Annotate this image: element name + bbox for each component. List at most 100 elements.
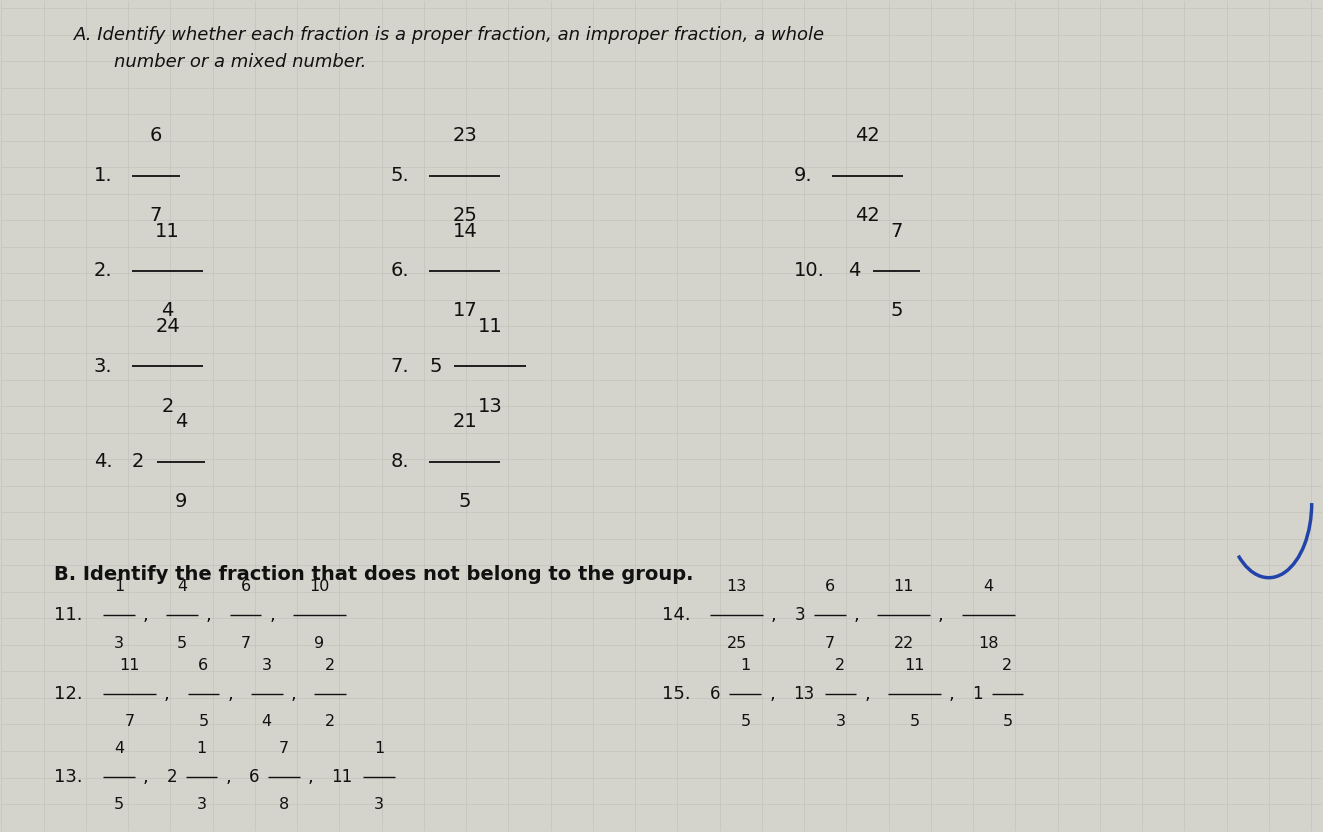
Text: 10: 10 [310, 579, 329, 594]
Text: ,: , [291, 685, 296, 703]
Text: number or a mixed number.: number or a mixed number. [114, 52, 366, 71]
Text: 2: 2 [167, 768, 177, 785]
Text: 6.: 6. [390, 261, 410, 280]
Text: 6: 6 [198, 658, 209, 673]
Text: 3: 3 [374, 797, 384, 812]
Text: 4: 4 [161, 301, 173, 320]
Text: 3: 3 [262, 658, 271, 673]
Text: 21: 21 [452, 413, 478, 431]
Text: ,: , [949, 685, 954, 703]
Text: 17: 17 [452, 301, 478, 320]
Text: ,: , [225, 768, 232, 785]
Text: 5: 5 [890, 301, 902, 320]
Text: 15.: 15. [662, 685, 691, 703]
Text: ,: , [228, 685, 233, 703]
Text: ,: , [771, 606, 777, 624]
Text: 7: 7 [241, 636, 250, 651]
Text: 9.: 9. [794, 166, 812, 185]
Text: 5: 5 [177, 636, 188, 651]
Text: 11: 11 [904, 658, 925, 673]
Text: 42: 42 [855, 126, 880, 146]
Text: 4.: 4. [94, 452, 112, 471]
Text: 5: 5 [429, 357, 442, 376]
Text: 7: 7 [149, 206, 161, 225]
Text: 11: 11 [155, 221, 180, 240]
Text: 11: 11 [478, 317, 503, 336]
Text: 7: 7 [890, 221, 902, 240]
Text: 11: 11 [332, 768, 353, 785]
Text: 13: 13 [726, 579, 747, 594]
Text: 7.: 7. [390, 357, 410, 376]
Text: 1: 1 [374, 741, 384, 756]
Text: 6: 6 [241, 579, 250, 594]
Text: ,: , [864, 685, 871, 703]
Text: A. Identify whether each fraction is a proper fraction, an improper fraction, a : A. Identify whether each fraction is a p… [74, 27, 826, 44]
Text: 25: 25 [452, 206, 478, 225]
Text: 5: 5 [1003, 715, 1012, 730]
Text: 5: 5 [459, 492, 471, 511]
Text: ,: , [143, 768, 148, 785]
Text: 5: 5 [741, 715, 750, 730]
Text: 13.: 13. [54, 768, 83, 785]
Text: 4: 4 [983, 579, 994, 594]
Text: 5: 5 [114, 797, 124, 812]
Text: 7: 7 [824, 636, 835, 651]
Text: 2: 2 [161, 397, 173, 415]
Text: 6: 6 [149, 126, 161, 146]
Text: 13: 13 [792, 685, 814, 703]
Text: 1: 1 [196, 741, 206, 756]
Text: 10.: 10. [794, 261, 824, 280]
Text: 6: 6 [710, 685, 721, 703]
Text: ,: , [308, 768, 314, 785]
Text: 24: 24 [155, 317, 180, 336]
Text: 14: 14 [452, 221, 478, 240]
Text: 2: 2 [325, 715, 335, 730]
Text: 7: 7 [279, 741, 288, 756]
Text: B. Identify the fraction that does not belong to the group.: B. Identify the fraction that does not b… [54, 565, 693, 584]
Text: 18: 18 [978, 636, 999, 651]
Text: 42: 42 [855, 206, 880, 225]
Text: 7: 7 [124, 715, 135, 730]
Text: 2: 2 [1003, 658, 1012, 673]
Text: 14.: 14. [662, 606, 691, 624]
Text: 9: 9 [175, 492, 187, 511]
Text: ,: , [206, 606, 212, 624]
Text: 9: 9 [315, 636, 324, 651]
Text: 3: 3 [835, 715, 845, 730]
Text: 1.: 1. [94, 166, 112, 185]
Text: 4: 4 [177, 579, 188, 594]
Text: 4: 4 [175, 413, 187, 431]
Text: 6: 6 [824, 579, 835, 594]
Text: ,: , [270, 606, 275, 624]
Text: 5: 5 [198, 715, 209, 730]
Text: 2: 2 [835, 658, 845, 673]
Text: 12.: 12. [54, 685, 83, 703]
Text: 1: 1 [972, 685, 983, 703]
Text: 2: 2 [132, 452, 144, 471]
Text: 3.: 3. [94, 357, 112, 376]
Text: 11.: 11. [54, 606, 83, 624]
Text: 8.: 8. [390, 452, 410, 471]
Text: 4: 4 [114, 741, 124, 756]
Text: ,: , [143, 606, 148, 624]
Text: 4: 4 [262, 715, 271, 730]
Text: 11: 11 [893, 579, 914, 594]
Text: ,: , [769, 685, 775, 703]
Text: 1: 1 [740, 658, 750, 673]
Text: 1: 1 [114, 579, 124, 594]
Text: 4: 4 [848, 261, 860, 280]
Text: 11: 11 [119, 658, 140, 673]
Text: ,: , [853, 606, 860, 624]
Text: 8: 8 [279, 797, 288, 812]
Text: 5.: 5. [390, 166, 410, 185]
Text: ,: , [164, 685, 169, 703]
Text: 23: 23 [452, 126, 478, 146]
Text: 2: 2 [325, 658, 335, 673]
Text: 3: 3 [114, 636, 124, 651]
Text: 2.: 2. [94, 261, 112, 280]
Text: 5: 5 [909, 715, 919, 730]
Text: 22: 22 [893, 636, 914, 651]
Text: 3: 3 [795, 606, 806, 624]
Text: 6: 6 [249, 768, 259, 785]
Text: ,: , [938, 606, 943, 624]
